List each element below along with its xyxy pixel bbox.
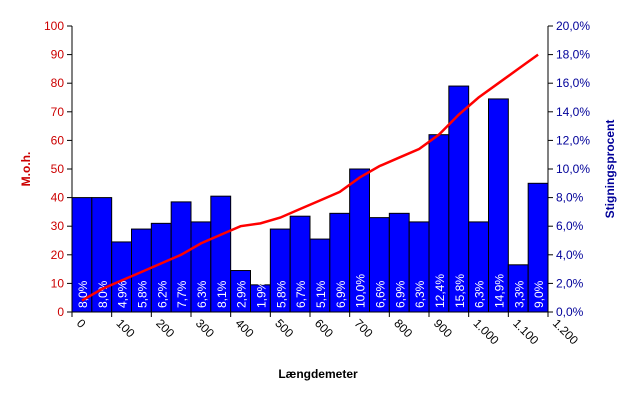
- y-tick-label: 50: [51, 162, 65, 176]
- value-label: 8,0%: [96, 280, 110, 308]
- value-label: 6,3%: [473, 280, 487, 308]
- line: [81, 53, 539, 302]
- y-tick-label: 0: [57, 305, 64, 319]
- x-tick-label: 600: [312, 316, 336, 340]
- y-tick-label: 90: [51, 48, 65, 62]
- value-label: 6,6%: [373, 280, 387, 308]
- y-tick-label: 80: [51, 76, 65, 90]
- x-tick-label: 100: [114, 316, 138, 340]
- value-label: 6,7%: [294, 280, 308, 308]
- value-label: 6,2%: [155, 280, 169, 308]
- y-tick-label: 40: [51, 191, 65, 205]
- value-label: 4,9%: [116, 280, 130, 308]
- value-label: 3,3%: [512, 280, 526, 308]
- y2-tick-label: 14,0%: [556, 105, 590, 119]
- y2-tick-label: 10,0%: [556, 162, 590, 176]
- y2-tick-label: 0,0%: [556, 305, 584, 319]
- x-tick-label: 1.100: [510, 316, 541, 347]
- y-tick-label: 60: [51, 133, 65, 147]
- x-tick-label: 700: [352, 316, 376, 340]
- y-tick-label: 30: [51, 219, 65, 233]
- value-label: 5,8%: [135, 280, 149, 308]
- y2-tick-label: 12,0%: [556, 133, 590, 147]
- y-tick-label: 100: [44, 19, 64, 33]
- value-label: 8,1%: [215, 280, 229, 308]
- y2-tick-label: 6,0%: [556, 219, 584, 233]
- value-label: 12,4%: [433, 274, 447, 308]
- value-label: 1,9%: [254, 280, 268, 308]
- x-tick-label: 800: [391, 316, 415, 340]
- value-label: 6,9%: [334, 280, 348, 308]
- y2-axis-title: Stigningsprocent: [603, 120, 617, 219]
- x-tick-label: 900: [431, 316, 455, 340]
- value-label: 15,8%: [453, 274, 467, 308]
- x-tick-label: 400: [233, 316, 257, 340]
- y-tick-label: 70: [51, 105, 65, 119]
- value-label: 6,3%: [195, 280, 209, 308]
- y2-tick-label: 8,0%: [556, 191, 584, 205]
- x-tick-label: 500: [272, 316, 296, 340]
- value-label: 5,8%: [274, 280, 288, 308]
- value-label: 6,3%: [413, 280, 427, 308]
- x-tick-label: 300: [193, 316, 217, 340]
- x-tick-label: 0: [74, 316, 89, 331]
- y-tick-label: 10: [51, 276, 65, 290]
- value-label: 7,7%: [175, 280, 189, 308]
- y2-tick-label: 20,0%: [556, 19, 590, 33]
- x-tick-label: 1.200: [550, 316, 581, 347]
- y2-tick-label: 16,0%: [556, 76, 590, 90]
- value-label: 14,9%: [492, 274, 506, 308]
- x-tick-label: 200: [153, 316, 177, 340]
- value-label: 5,1%: [314, 280, 328, 308]
- value-label: 2,9%: [235, 280, 249, 308]
- y2-tick-label: 18,0%: [556, 48, 590, 62]
- x-tick-label: 1.000: [471, 316, 502, 347]
- x-axis-title: Længdemeter: [278, 367, 358, 381]
- y2-tick-label: 2,0%: [556, 276, 584, 290]
- value-label: 9,0%: [532, 280, 546, 308]
- value-label: 10,0%: [354, 274, 368, 308]
- y-tick-label: 20: [51, 248, 65, 262]
- value-label: 8,0%: [76, 280, 90, 308]
- value-label: 6,9%: [393, 280, 407, 308]
- y-axis-title: M.o.h.: [19, 152, 33, 187]
- y2-tick-label: 4,0%: [556, 248, 584, 262]
